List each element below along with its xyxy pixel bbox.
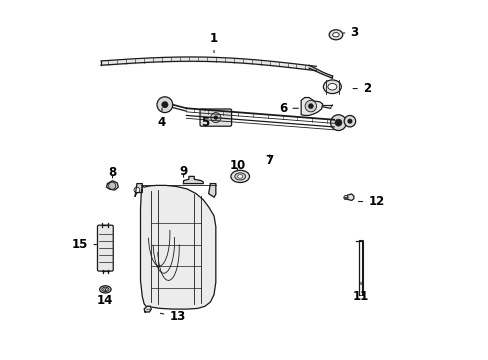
Ellipse shape (328, 30, 342, 40)
Text: 10: 10 (229, 159, 245, 172)
FancyBboxPatch shape (200, 109, 231, 126)
Circle shape (213, 116, 218, 120)
Ellipse shape (327, 84, 336, 90)
Polygon shape (301, 98, 322, 116)
Text: 8: 8 (108, 166, 117, 179)
Text: 6: 6 (279, 102, 298, 115)
Circle shape (308, 104, 313, 109)
Ellipse shape (323, 80, 341, 94)
Text: 2: 2 (352, 82, 370, 95)
Polygon shape (140, 185, 215, 309)
Circle shape (108, 182, 116, 189)
Ellipse shape (237, 175, 242, 178)
Ellipse shape (102, 287, 109, 292)
Text: 3: 3 (343, 27, 358, 40)
Circle shape (346, 119, 352, 124)
Circle shape (210, 113, 221, 123)
Text: 15: 15 (72, 238, 96, 251)
Polygon shape (144, 306, 151, 312)
Circle shape (330, 115, 346, 131)
Text: 9: 9 (179, 165, 187, 177)
Text: 1: 1 (209, 32, 218, 53)
Text: 4: 4 (158, 108, 166, 129)
Circle shape (157, 97, 172, 113)
Text: 5: 5 (201, 110, 209, 129)
Ellipse shape (103, 288, 107, 291)
Polygon shape (135, 184, 142, 196)
Circle shape (344, 116, 355, 127)
Polygon shape (208, 184, 215, 197)
Ellipse shape (100, 286, 111, 293)
Polygon shape (106, 181, 118, 190)
Ellipse shape (332, 33, 339, 37)
Circle shape (334, 119, 341, 126)
Circle shape (162, 102, 168, 108)
Text: 12: 12 (358, 195, 384, 208)
Text: 13: 13 (160, 310, 185, 324)
Circle shape (343, 195, 347, 200)
Polygon shape (346, 194, 353, 201)
Circle shape (305, 100, 316, 112)
Text: 14: 14 (97, 289, 113, 307)
Ellipse shape (230, 170, 249, 183)
Text: 11: 11 (352, 282, 368, 303)
Text: 7: 7 (265, 154, 273, 167)
Polygon shape (183, 176, 203, 184)
FancyBboxPatch shape (97, 225, 113, 271)
Circle shape (134, 187, 140, 193)
Ellipse shape (234, 173, 245, 180)
